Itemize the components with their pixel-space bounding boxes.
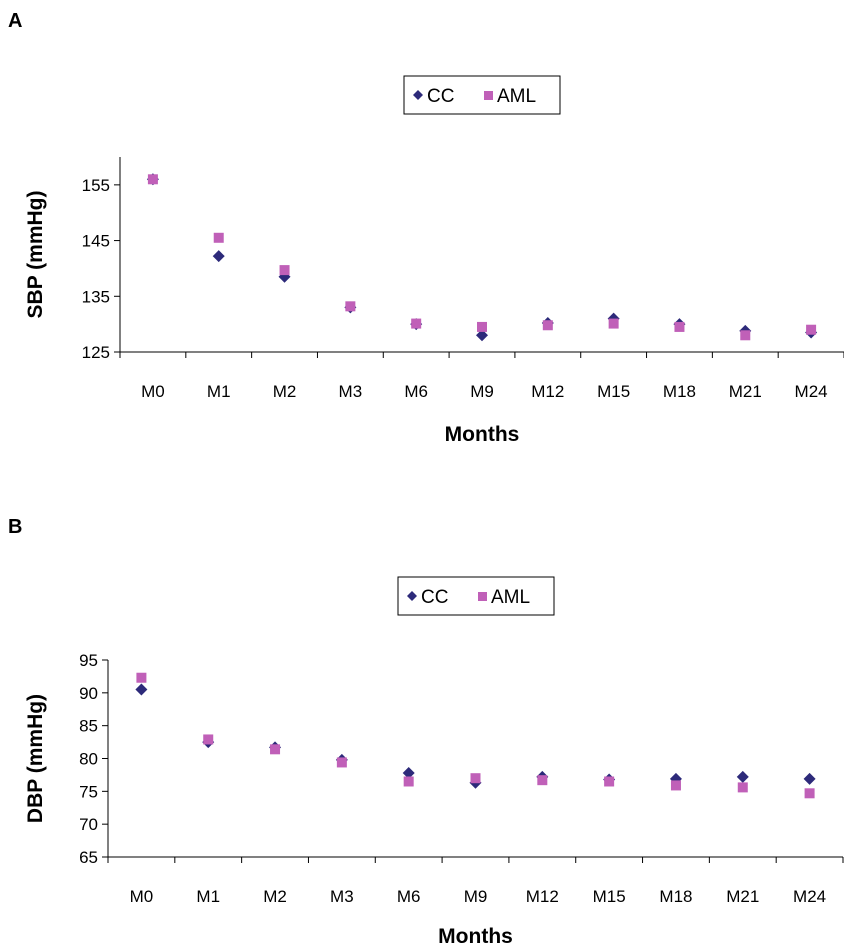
sbp-y-tick-label: 145 — [82, 232, 110, 251]
dbp-x-axis-title: Months — [438, 925, 513, 946]
sbp-aml-point — [279, 265, 290, 276]
dbp-aml-point — [737, 782, 748, 793]
sbp-aml-point — [806, 324, 817, 335]
dbp-aml-point — [470, 773, 481, 784]
sbp-y-tick-label: 155 — [82, 176, 110, 195]
dbp-y-axis-title: DBP (mmHg) — [24, 694, 47, 823]
sbp-x-tick-label: M1 — [207, 382, 231, 401]
dbp-x-tick-label: M15 — [593, 887, 626, 906]
dbp-aml-point — [670, 780, 681, 791]
sbp-x-tick-label: M6 — [404, 382, 428, 401]
dbp-x-tick-label: M2 — [263, 887, 287, 906]
dbp-aml-point — [203, 734, 214, 745]
sbp-aml-point — [674, 321, 685, 332]
dbp-y-tick-label: 95 — [79, 651, 98, 670]
sbp-legend-box — [403, 75, 561, 115]
sbp-x-tick-label: M12 — [531, 382, 564, 401]
dbp-x-tick-label: M12 — [526, 887, 559, 906]
sbp-cc-point — [476, 329, 488, 342]
sbp-x-tick-label: M18 — [663, 382, 696, 401]
sbp-x-tick-label: M15 — [597, 382, 630, 401]
dbp-y-tick-label: 85 — [79, 717, 98, 736]
sbp-aml-point — [345, 301, 356, 312]
sbp-chart: 125 135 145 155 M0 M1 M2 M3 M6 M9 M12 M15 M18 M21 M24 M… — [24, 75, 844, 446]
sbp-aml-point — [411, 318, 422, 329]
dbp-y-tick-label: 80 — [79, 750, 98, 769]
sbp-legend-aml-label: AML — [497, 86, 536, 107]
dbp-y-tick-label: 65 — [79, 848, 98, 867]
sbp-x-tick-label: M2 — [273, 382, 297, 401]
dbp-x-tick-label: M18 — [659, 887, 692, 906]
dbp-x-tick-label: M21 — [726, 887, 759, 906]
sbp-x-tick-label: M3 — [339, 382, 363, 401]
sbp-y-tick-label: 135 — [82, 287, 110, 306]
sbp-aml-point — [740, 330, 751, 341]
sbp-aml-point — [608, 318, 619, 329]
sbp-x-tick-label: M9 — [470, 382, 494, 401]
dbp-x-tick-label: M6 — [397, 887, 421, 906]
dbp-aml-point — [604, 776, 615, 787]
sbp-aml-point — [477, 321, 487, 332]
sbp-aml-point — [213, 232, 224, 243]
sbp-y-axis-title: SBP (mmHg) — [24, 191, 47, 319]
sbp-x-tick-label: M24 — [795, 382, 828, 401]
dbp-x-tick-label: M24 — [793, 887, 826, 906]
dbp-x-tick-label: M9 — [464, 887, 488, 906]
dbp-aml-point — [270, 744, 281, 755]
dbp-aml-point — [136, 672, 147, 683]
sbp-legend-cc-label: CC — [427, 86, 454, 107]
dbp-cc-point — [736, 770, 749, 783]
dbp-legend-aml-marker — [478, 592, 487, 601]
sbp-x-tick-label: M21 — [729, 382, 762, 401]
dbp-y-tick-label: 70 — [79, 815, 98, 834]
dbp-x-tick-label: M3 — [330, 887, 354, 906]
dbp-aml-point — [403, 776, 414, 787]
dbp-y-tick-label: 90 — [79, 684, 98, 703]
dbp-aml-point — [804, 788, 815, 799]
dbp-x-tick-label: M0 — [130, 887, 154, 906]
sbp-legend-aml-marker — [484, 91, 493, 100]
dbp-legend-aml-label: AML — [491, 587, 530, 608]
dbp-cc-point — [402, 766, 415, 779]
sbp-x-axis-title: Months — [445, 423, 520, 446]
sbp-legend-cc-marker — [413, 90, 423, 100]
sbp-aml-point — [542, 320, 553, 331]
panel-b-label: B — [8, 516, 23, 538]
dbp-legend-box — [397, 576, 555, 616]
dbp-aml-point — [336, 757, 347, 768]
dbp-legend-cc-label: CC — [421, 587, 448, 608]
sbp-y-tick-label: 125 — [82, 343, 110, 362]
sbp-x-tick-label: M0 — [141, 382, 165, 401]
panel-a-label: A — [8, 10, 23, 32]
sbp-cc-point — [212, 250, 225, 263]
dbp-legend-cc-marker — [407, 591, 417, 601]
dbp-cc-point — [135, 683, 148, 696]
dbp-aml-point — [537, 775, 548, 786]
dbp-cc-point — [803, 772, 816, 785]
sbp-aml-point — [147, 174, 158, 185]
dbp-x-tick-label: M1 — [196, 887, 220, 906]
dbp-y-tick-label: 75 — [79, 782, 98, 801]
